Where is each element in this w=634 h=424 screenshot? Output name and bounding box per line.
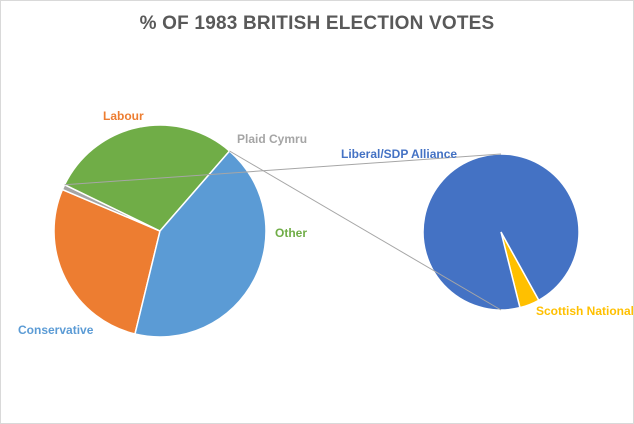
chart-title: % OF 1983 BRITISH ELECTION VOTES xyxy=(139,13,495,34)
data-label-labour: Labour xyxy=(103,109,144,123)
slice-labour xyxy=(53,188,161,335)
data-label-liberal-sdp-alliance: Liberal/SDP Alliance xyxy=(341,147,457,161)
slice-other xyxy=(63,124,231,232)
data-label-conservative: Conservative xyxy=(18,323,94,337)
slice-liberal-sdp-alliance xyxy=(422,153,580,311)
data-label-scottish-national: Scottish National xyxy=(536,304,633,318)
connector-line-top xyxy=(64,153,502,186)
slice-conservative xyxy=(134,149,267,338)
data-label-plaid-cymru: Plaid Cymru xyxy=(237,132,307,146)
connector-line-bottom xyxy=(229,150,502,311)
data-label-other: Other xyxy=(275,226,307,240)
